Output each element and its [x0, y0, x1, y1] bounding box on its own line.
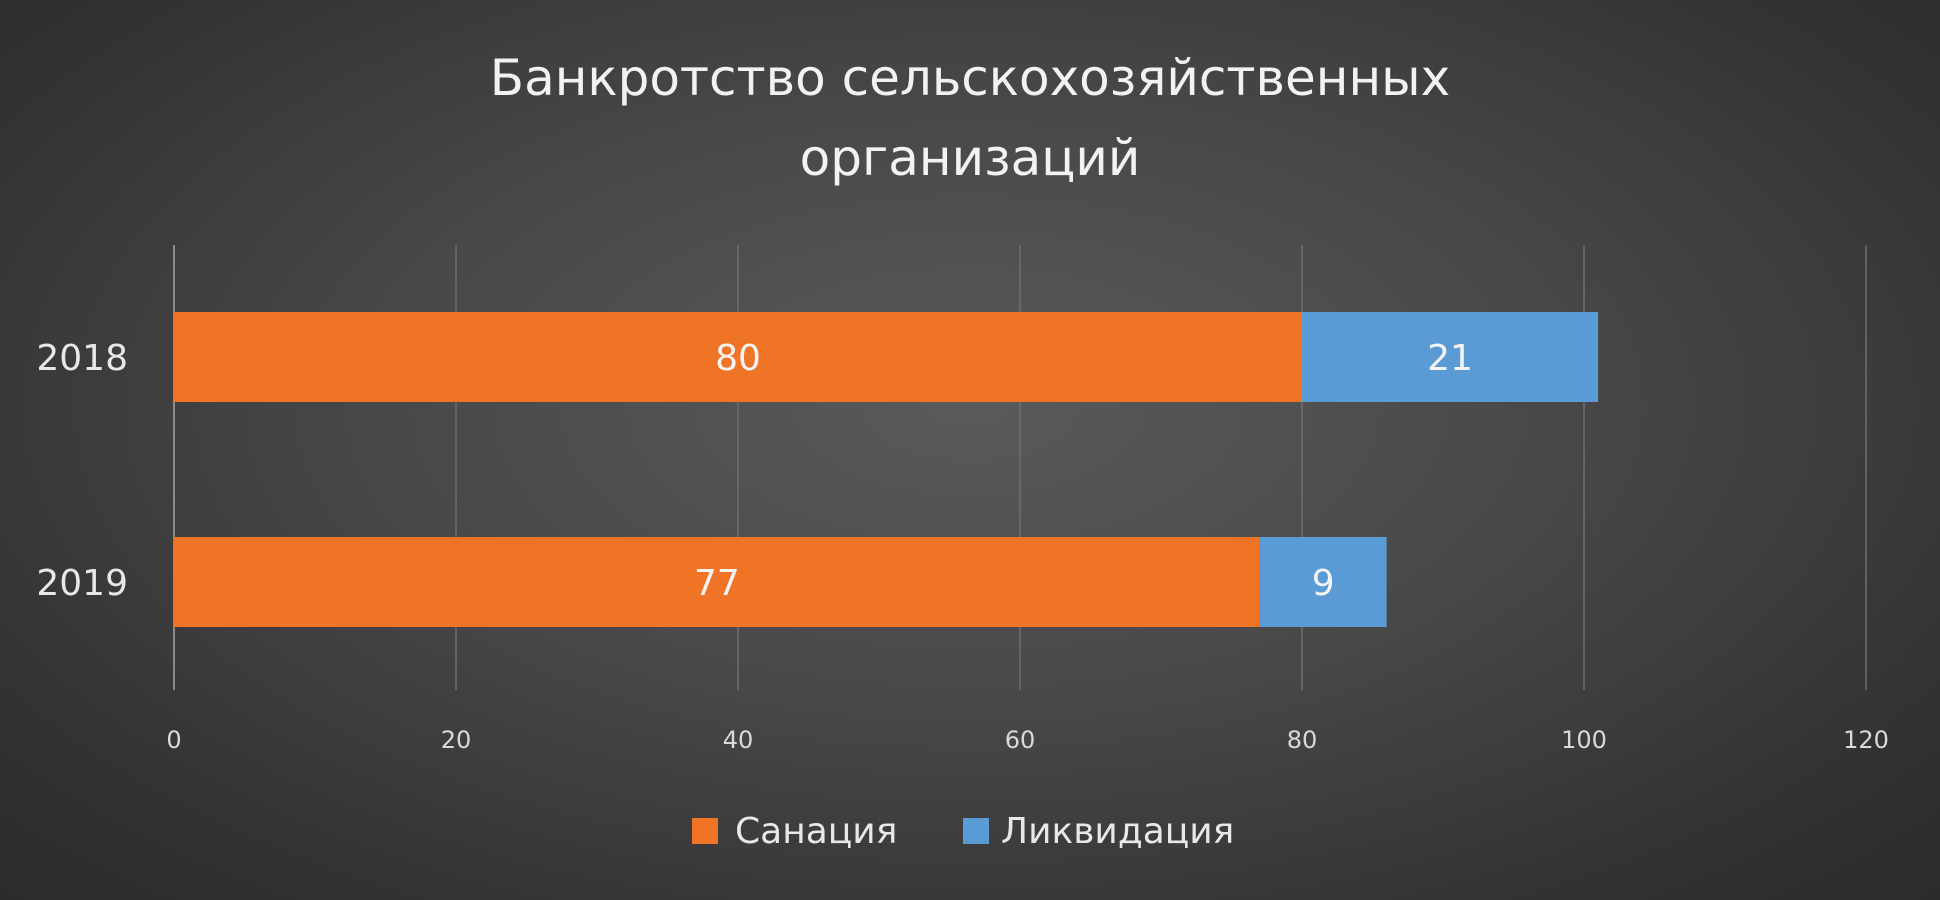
x-tick-label: 100	[1561, 726, 1607, 754]
x-tick-label: 80	[1287, 726, 1318, 754]
bar-2019-0	[174, 537, 1260, 627]
legend: Санация Ликвидация	[692, 811, 1234, 852]
data-label: 9	[1312, 563, 1335, 604]
chart-title-line-2: организаций	[800, 129, 1141, 187]
legend-swatch	[963, 818, 989, 844]
bars: 80 21 77 9	[174, 312, 1599, 627]
x-tick-label: 0	[166, 726, 181, 754]
bar-2018-0	[174, 312, 1302, 402]
legend-swatch	[692, 818, 718, 844]
data-label: 80	[715, 338, 761, 379]
x-tick-label: 120	[1843, 726, 1889, 754]
y-axis-categories: 2018 2019	[36, 338, 128, 604]
y-category-label: 2019	[36, 563, 128, 604]
bar-2019-1	[1259, 537, 1387, 627]
x-tick-label: 40	[723, 726, 754, 754]
bar-2018-1	[1302, 312, 1599, 402]
x-axis-ticks: 0 20 40 60 80 100 120	[166, 726, 1889, 754]
x-tick-label: 20	[441, 726, 472, 754]
data-label: 77	[694, 563, 740, 604]
legend-label: Санация	[735, 811, 897, 852]
chart-title: Банкротство сельскохозяйственных организ…	[490, 49, 1450, 187]
data-label: 21	[1427, 338, 1473, 379]
legend-label: Ликвидация	[1001, 811, 1234, 852]
chart-title-line-1: Банкротство сельскохозяйственных	[490, 49, 1450, 107]
y-category-label: 2018	[36, 338, 128, 379]
x-tick-label: 60	[1005, 726, 1036, 754]
